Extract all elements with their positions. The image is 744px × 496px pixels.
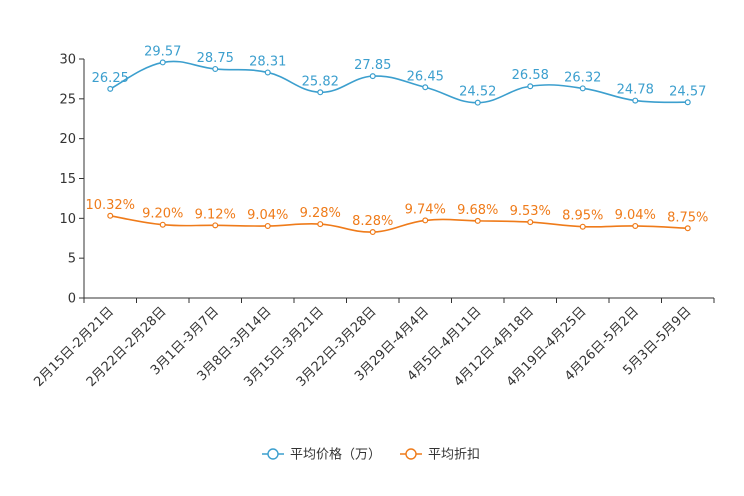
data-label: 24.57 bbox=[669, 84, 706, 99]
data-label: 8.28% bbox=[352, 214, 393, 229]
data-label: 9.28% bbox=[300, 206, 341, 221]
data-point bbox=[422, 217, 429, 224]
legend-marker bbox=[405, 448, 417, 460]
series-2: 10.32% 9.20% 9.12% 9.04% 9.28% 8.28% 9.74% 9.68… bbox=[85, 198, 708, 236]
data-label: 29.57 bbox=[144, 44, 181, 59]
data-label: 26.45 bbox=[407, 69, 444, 84]
data-point bbox=[212, 222, 219, 229]
data-point bbox=[264, 222, 271, 229]
data-label: 28.31 bbox=[249, 54, 286, 69]
data-point bbox=[632, 222, 639, 229]
series-1: 26.25 29.57 28.75 28.31 25.82 27.85 26.45 24.52… bbox=[92, 44, 706, 106]
data-point bbox=[369, 229, 376, 236]
y-tick-label: 10 bbox=[59, 212, 76, 227]
y-tick-label: 25 bbox=[59, 92, 76, 107]
data-point bbox=[107, 212, 114, 219]
legend-label: 平均价格（万） bbox=[290, 447, 381, 463]
data-point bbox=[684, 225, 691, 232]
data-point bbox=[527, 219, 534, 226]
legend: 平均价格（万） 平均折扣 bbox=[262, 447, 480, 463]
series-line bbox=[110, 214, 688, 233]
data-label: 9.74% bbox=[405, 202, 446, 217]
series-layer: 26.25 29.57 28.75 28.31 25.82 27.85 26.45 24.52… bbox=[85, 44, 708, 236]
data-point bbox=[317, 89, 324, 96]
data-point bbox=[264, 69, 271, 76]
data-label: 24.78 bbox=[617, 83, 654, 98]
data-point bbox=[527, 83, 534, 90]
data-point bbox=[579, 85, 586, 92]
data-point bbox=[107, 85, 114, 92]
y-tick-label: 5 bbox=[68, 252, 76, 267]
data-label: 9.04% bbox=[247, 208, 288, 223]
data-label: 28.75 bbox=[197, 51, 234, 66]
data-point bbox=[159, 59, 166, 66]
data-point bbox=[159, 221, 166, 228]
data-label: 8.95% bbox=[562, 209, 603, 224]
data-label: 27.85 bbox=[354, 58, 391, 73]
data-label: 8.75% bbox=[667, 210, 708, 225]
data-point bbox=[684, 99, 691, 106]
y-tick-label: 15 bbox=[59, 172, 76, 187]
data-label: 25.82 bbox=[302, 74, 339, 89]
y-tick-label: 30 bbox=[59, 53, 76, 68]
legend-marker bbox=[267, 448, 279, 460]
data-point bbox=[422, 84, 429, 91]
legend-label: 平均折扣 bbox=[428, 448, 480, 463]
data-label: 24.52 bbox=[459, 85, 496, 100]
data-label: 10.32% bbox=[85, 198, 135, 213]
x-axis-ticks: 2月15日-2月21日2月22日-2月28日3月1日-3月7日3月8日-3月14… bbox=[31, 298, 715, 390]
y-axis-ticks: 0 5 10 15 20 25 30 bbox=[59, 53, 84, 307]
data-label: 9.68% bbox=[457, 203, 498, 218]
data-label: 9.04% bbox=[615, 208, 656, 223]
series-line bbox=[109, 60, 688, 104]
data-label: 26.58 bbox=[512, 68, 549, 83]
data-label: 9.53% bbox=[510, 204, 551, 219]
data-point bbox=[579, 223, 586, 230]
data-point bbox=[317, 221, 324, 228]
data-label: 9.12% bbox=[195, 207, 236, 222]
data-label: 26.32 bbox=[564, 70, 601, 85]
y-tick-label: 0 bbox=[68, 292, 76, 307]
legend-item-2: 平均折扣 bbox=[400, 448, 480, 463]
legend-item-1: 平均价格（万） bbox=[262, 447, 381, 463]
data-label: 26.25 bbox=[92, 71, 129, 86]
data-point bbox=[632, 97, 639, 104]
data-point bbox=[369, 73, 376, 80]
data-point bbox=[474, 217, 481, 224]
data-point bbox=[474, 99, 481, 106]
data-label: 9.20% bbox=[142, 207, 183, 222]
data-point bbox=[212, 65, 219, 72]
y-tick-label: 20 bbox=[59, 132, 76, 147]
